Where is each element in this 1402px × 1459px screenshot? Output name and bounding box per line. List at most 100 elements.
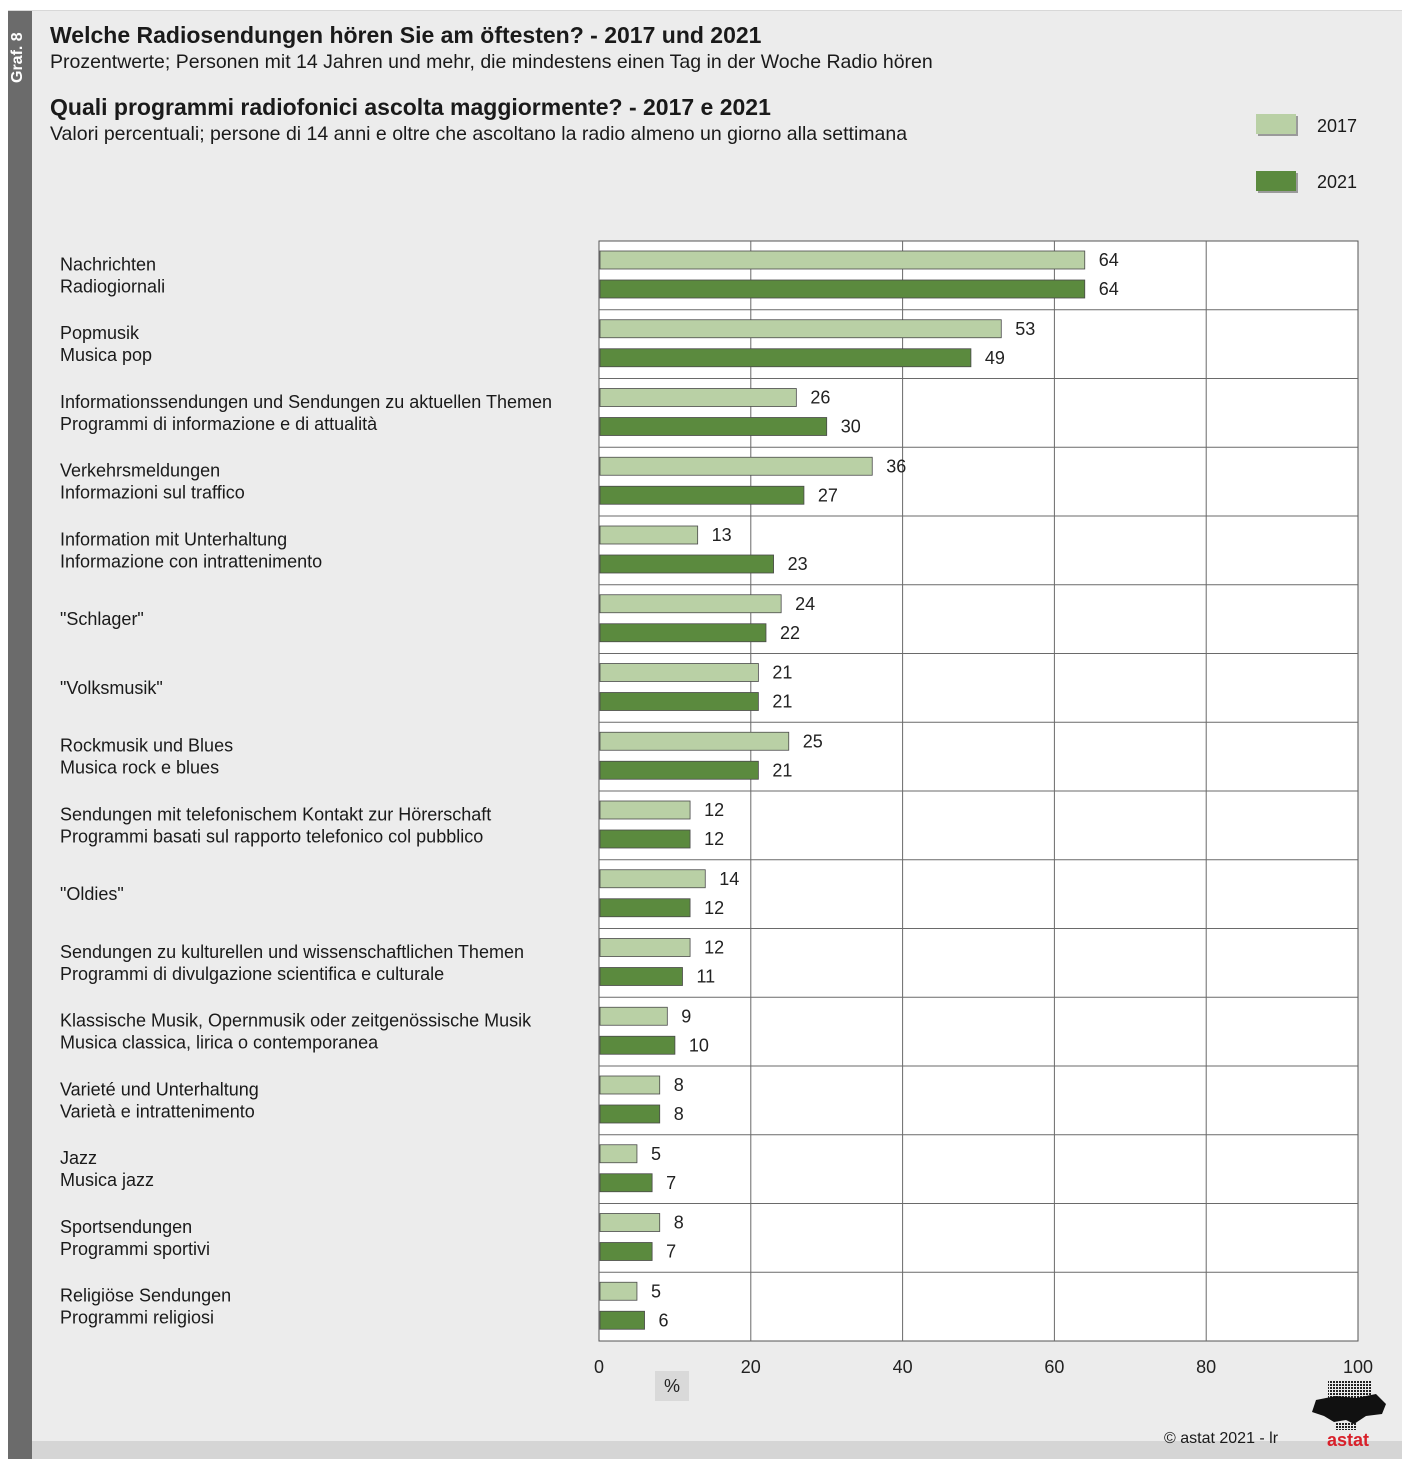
category-label: Rockmusik und Blues — [60, 736, 233, 756]
category-label: Information mit Unterhaltung — [60, 529, 287, 549]
subtitle-italian: Valori percentuali; persone di 14 anni e… — [50, 123, 908, 145]
bar-2017 — [599, 1006, 668, 1026]
x-tick-label: 100 — [1343, 1357, 1373, 1377]
category-label: Musica rock e blues — [60, 758, 219, 778]
category-label: Sportsendungen — [60, 1217, 192, 1237]
category-label: Programmi sportivi — [60, 1239, 210, 1259]
legend-swatch-2017 — [1256, 114, 1296, 134]
subtitle-german: Prozentwerte; Personen mit 14 Jahren und… — [50, 51, 933, 73]
value-label-2021: 7 — [666, 1173, 676, 1193]
value-label-2017: 26 — [810, 388, 830, 408]
bar-2017 — [599, 1144, 638, 1164]
value-label-2017: 5 — [651, 1144, 661, 1164]
category-label: Jazz — [60, 1148, 97, 1168]
category-label: Musica classica, lirica o contemporanea — [60, 1033, 379, 1053]
bar-2021 — [599, 348, 972, 368]
value-label-2021: 6 — [659, 1310, 669, 1330]
bar-2017 — [599, 938, 691, 957]
value-label-2021: 64 — [1099, 279, 1119, 299]
category-label: Verkehrsmeldungen — [60, 461, 220, 481]
copyright-text: © astat 2021 - lr — [1164, 1430, 1279, 1447]
value-label-2021: 12 — [704, 829, 724, 849]
bar-2021 — [599, 1310, 645, 1330]
value-label-2017: 64 — [1099, 250, 1119, 270]
bar-2021 — [599, 1035, 676, 1055]
category-label: Informazione con intrattenimento — [60, 551, 322, 571]
value-label-2017: 13 — [712, 525, 732, 545]
value-label-2021: 21 — [772, 692, 792, 712]
bar-2017 — [599, 1281, 638, 1301]
logo-text: astat — [1327, 1430, 1369, 1448]
category-label: Nachrichten — [60, 254, 156, 274]
astat-logo-icon: astat — [1312, 1380, 1386, 1448]
bar-2021 — [599, 829, 691, 849]
bar-2017 — [599, 456, 873, 476]
category-label: Informazioni sul traffico — [60, 483, 245, 503]
bar-2021 — [599, 1173, 653, 1193]
bar-2017 — [599, 800, 691, 820]
value-label-2021: 22 — [780, 623, 800, 643]
footer-strip — [32, 1441, 1402, 1459]
value-label-2021: 8 — [674, 1104, 684, 1124]
legend-label-2021: 2021 — [1317, 172, 1358, 192]
bar-2021 — [599, 692, 759, 711]
category-label: Informationssendungen und Sendungen zu a… — [60, 392, 552, 412]
value-label-2017: 12 — [704, 938, 724, 958]
bar-2021 — [599, 554, 774, 574]
value-label-2021: 7 — [666, 1242, 676, 1262]
value-label-2017: 21 — [772, 663, 792, 683]
category-label: "Oldies" — [60, 884, 124, 904]
category-label: Sendungen mit telefonischem Kontakt zur … — [60, 804, 491, 824]
bar-2021 — [599, 898, 691, 918]
value-label-2021: 21 — [772, 760, 792, 780]
legend-swatch-2021 — [1256, 171, 1296, 191]
legend-label-2017: 2017 — [1317, 116, 1358, 136]
value-label-2017: 14 — [719, 869, 739, 889]
bar-2017 — [599, 1213, 661, 1232]
value-label-2017: 36 — [886, 456, 906, 476]
category-label: Programmi di divulgazione scientifica e … — [60, 964, 444, 984]
bar-2017 — [599, 594, 782, 614]
category-label: "Volksmusik" — [60, 678, 163, 698]
bar-2017 — [599, 388, 797, 407]
bar-2017 — [599, 1075, 661, 1095]
value-label-2021: 12 — [704, 898, 724, 918]
category-label: Popmusik — [60, 323, 140, 343]
bar-2021 — [599, 1104, 661, 1124]
bar-2021 — [599, 485, 805, 505]
category-label: "Schlager" — [60, 609, 144, 629]
category-label: Religiöse Sendungen — [60, 1286, 231, 1306]
category-label: Musica pop — [60, 345, 152, 365]
value-label-2021: 11 — [696, 967, 715, 987]
sidebar: Graf. 8 — [8, 11, 32, 1459]
value-label-2017: 5 — [651, 1281, 661, 1301]
category-label: Radiogiornali — [60, 276, 165, 296]
bar-2021 — [599, 623, 767, 643]
category-label: Sendungen zu kulturellen und wissenschaf… — [60, 942, 524, 962]
bar-2017 — [599, 731, 790, 751]
x-tick-label: 60 — [1044, 1357, 1064, 1377]
x-axis-unit-box — [655, 1371, 689, 1401]
value-label-2017: 8 — [674, 1213, 684, 1233]
value-label-2017: 24 — [795, 594, 815, 614]
x-tick-label: 20 — [741, 1357, 761, 1377]
bar-2021 — [599, 279, 1086, 299]
title-german: Welche Radiosendungen hören Sie am öftes… — [50, 22, 762, 48]
bar-2021 — [599, 967, 683, 986]
value-label-2017: 9 — [681, 1006, 691, 1026]
category-label: Varietà e intrattenimento — [60, 1101, 255, 1121]
x-tick-label: 0 — [594, 1357, 604, 1377]
value-label-2021: 10 — [689, 1035, 709, 1055]
bar-2021 — [599, 1242, 653, 1261]
value-label-2021: 49 — [985, 348, 1005, 368]
bar-2021 — [599, 417, 828, 436]
bar-2017 — [599, 525, 699, 545]
x-axis-label: % — [664, 1376, 680, 1396]
x-tick-label: 80 — [1196, 1357, 1216, 1377]
value-label-2021: 23 — [788, 554, 808, 574]
category-label: Klassische Musik, Opernmusik oder zeitge… — [60, 1011, 532, 1031]
value-label-2017: 25 — [803, 731, 823, 751]
x-tick-label: 40 — [893, 1357, 913, 1377]
value-label-2021: 27 — [818, 485, 838, 505]
